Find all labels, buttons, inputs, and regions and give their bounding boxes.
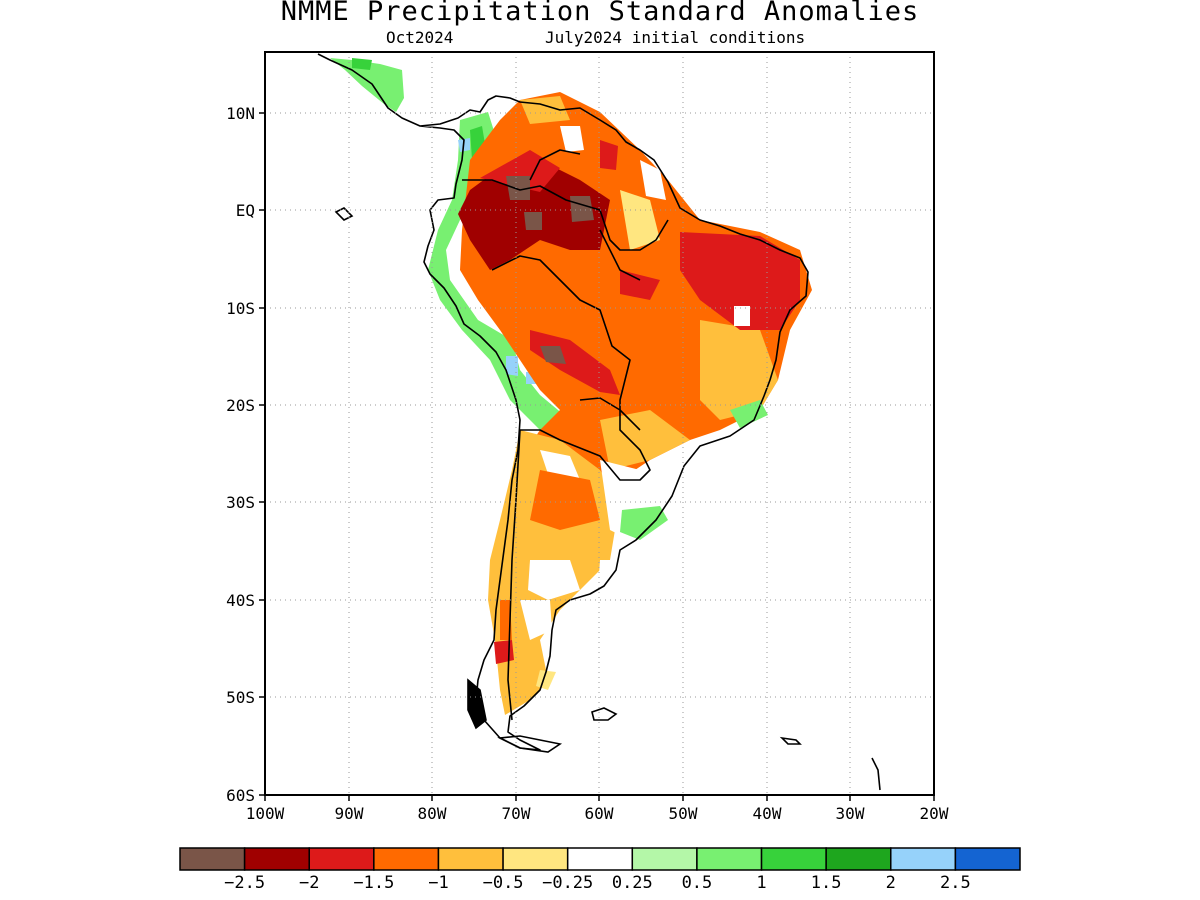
colorbar-label: −1 (428, 873, 448, 893)
lon-label: 30W (836, 804, 865, 823)
colorbar-label: 2 (886, 873, 896, 893)
colorbar-swatch (437, 847, 504, 871)
colorbar-swatch (502, 847, 569, 871)
lon-label: 100W (246, 804, 285, 823)
colorbar-swatch (825, 847, 892, 871)
lat-label: 10N (226, 104, 255, 123)
lat-label: 30S (226, 493, 255, 512)
colorbar-swatch (890, 847, 957, 871)
lat-label: 20S (226, 396, 255, 415)
lon-label: 90W (335, 804, 364, 823)
colorbar-label: 2.5 (940, 873, 971, 893)
islands (334, 207, 881, 791)
initial-conditions: July2024 initial conditions (545, 28, 806, 47)
colorbar-swatch (954, 847, 1021, 871)
lon-label: 40W (753, 804, 782, 823)
map-title: NMME Precipitation Standard Anomalies (280, 0, 920, 27)
colorbar-label: −0.25 (542, 873, 593, 893)
lon-label: 60W (585, 804, 614, 823)
lat-label: 50S (226, 688, 255, 707)
lat-label: 40S (226, 591, 255, 610)
colorbar-swatch (179, 847, 246, 871)
colorbar-swatch (696, 847, 763, 871)
anomaly-field (330, 58, 812, 715)
colorbar-swatch (373, 847, 440, 871)
tick-marks (259, 112, 935, 801)
colorbar-label: 1 (756, 873, 766, 893)
colorbar-label: 1.5 (811, 873, 842, 893)
colorbar-label: −0.5 (483, 873, 524, 893)
lat-label: 60S (226, 786, 255, 805)
longitude-labels: 100W 90W 80W 70W 60W 50W 40W 30W 20W (246, 804, 949, 823)
colorbar-swatch (308, 847, 375, 871)
lon-label: 70W (502, 804, 531, 823)
colorbar-swatch (760, 847, 827, 871)
lon-label: 20W (920, 804, 949, 823)
forecast-month: Oct2024 (386, 28, 454, 47)
latitude-labels: 10N EQ 10S 20S 30S 40S 50S 60S (226, 104, 255, 805)
lon-label: 80W (418, 804, 447, 823)
lon-label: 50W (669, 804, 698, 823)
colorbar-label: −2 (299, 873, 319, 893)
lat-label: 10S (226, 299, 255, 318)
lat-label: EQ (236, 201, 255, 220)
colorbar-label: −1.5 (353, 873, 394, 893)
colorbar-swatch (566, 847, 634, 871)
central-america-green (330, 58, 404, 112)
colorbar-swatch (243, 847, 310, 871)
colorbar-swatch (631, 847, 698, 871)
colorbar: −2.5 −2 −1.5 −1 −0.5 −0.25 0.25 0.5 1 1.5 2 2.5 (179, 847, 1021, 893)
colorbar-label: 0.25 (612, 873, 653, 893)
colorbar-label: 0.5 (682, 873, 713, 893)
colorbar-label: −2.5 (224, 873, 265, 893)
